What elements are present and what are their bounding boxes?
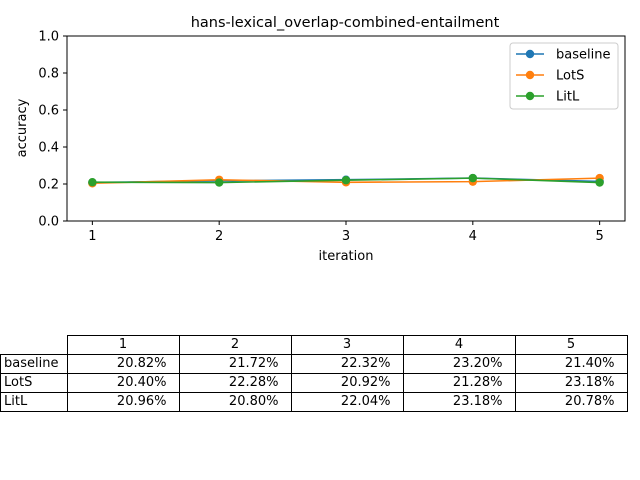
table-cell: 20.80% xyxy=(178,392,292,412)
legend-marker-LotS xyxy=(525,70,535,80)
y-axis-label: accuracy xyxy=(15,98,30,157)
y-tick-label: 0.8 xyxy=(38,67,59,82)
y-tick-label: 0.0 xyxy=(38,215,59,230)
table-cell: 22.32% xyxy=(290,354,404,374)
x-tick-label: 5 xyxy=(595,229,603,244)
table-row: baseline 20.82% 21.72% 22.32% 23.20% 21.40% xyxy=(0,354,628,374)
table-cell: 22.04% xyxy=(290,392,404,412)
table-cell: 20.40% xyxy=(66,373,180,393)
table-cell: 21.72% xyxy=(178,354,292,374)
table-row-label: baseline xyxy=(0,354,68,374)
table-column-header: 4 xyxy=(402,335,516,355)
data-point-LitL xyxy=(341,176,351,185)
plot-frame xyxy=(66,35,626,222)
table-cell: 23.20% xyxy=(402,354,516,374)
y-tick-label: 0.6 xyxy=(38,104,59,119)
table-cell: 20.96% xyxy=(66,392,180,412)
data-point-LitL xyxy=(214,178,224,187)
table-cell: 23.18% xyxy=(514,373,628,393)
table-cell: 22.28% xyxy=(178,373,292,393)
table-column-header: 3 xyxy=(290,335,404,355)
table-column-header: 2 xyxy=(178,335,292,355)
y-tick-label: 0.2 xyxy=(38,178,59,193)
table-row: LotS 20.40% 22.28% 20.92% 21.28% 23.18% xyxy=(0,373,628,393)
legend: baseline LotS LitL xyxy=(509,42,619,110)
y-tick-label: 0.4 xyxy=(38,141,59,156)
table-corner-cell xyxy=(1,336,68,355)
legend-marker-baseline xyxy=(525,49,535,59)
x-tick-label: 1 xyxy=(88,229,96,244)
table-cell: 20.82% xyxy=(66,354,180,374)
table-row-label: LotS xyxy=(0,373,68,393)
table-row-label: LitL xyxy=(0,392,68,412)
x-tick-label: 4 xyxy=(469,229,477,244)
data-point-LitL xyxy=(468,173,478,183)
legend-box xyxy=(509,42,619,110)
table-cell: 21.28% xyxy=(402,373,516,393)
table-cell: 21.40% xyxy=(514,354,628,374)
line-chart: hans-lexical_overlap-combined-entailment… xyxy=(15,15,626,264)
legend-label: LotS xyxy=(556,69,584,84)
legend-marker-LitL xyxy=(525,91,535,101)
y-tick-label: 1.0 xyxy=(38,30,59,45)
legend-label: baseline xyxy=(556,48,610,63)
table-column-header: 1 xyxy=(66,335,180,355)
chart-title: hans-lexical_overlap-combined-entailment xyxy=(191,15,500,31)
table-column-header: 5 xyxy=(514,335,628,355)
legend-label: LitL xyxy=(556,90,580,105)
table-cell: 20.92% xyxy=(290,373,404,393)
table-cell: 20.78% xyxy=(514,392,628,412)
x-axis-label: iteration xyxy=(319,249,374,264)
table-row: LitL 20.96% 20.80% 22.04% 23.18% 20.78% xyxy=(0,392,628,412)
plot-area: 1 2 3 4 5 0.0 0.2 0.4 0.6 0.8 1.0 xyxy=(38,30,604,244)
data-point-LitL xyxy=(88,178,97,187)
x-tick-label: 2 xyxy=(215,229,223,244)
x-tick-label: 3 xyxy=(342,229,350,244)
data-point-LitL xyxy=(595,178,604,187)
table-cell: 23.18% xyxy=(402,392,516,412)
